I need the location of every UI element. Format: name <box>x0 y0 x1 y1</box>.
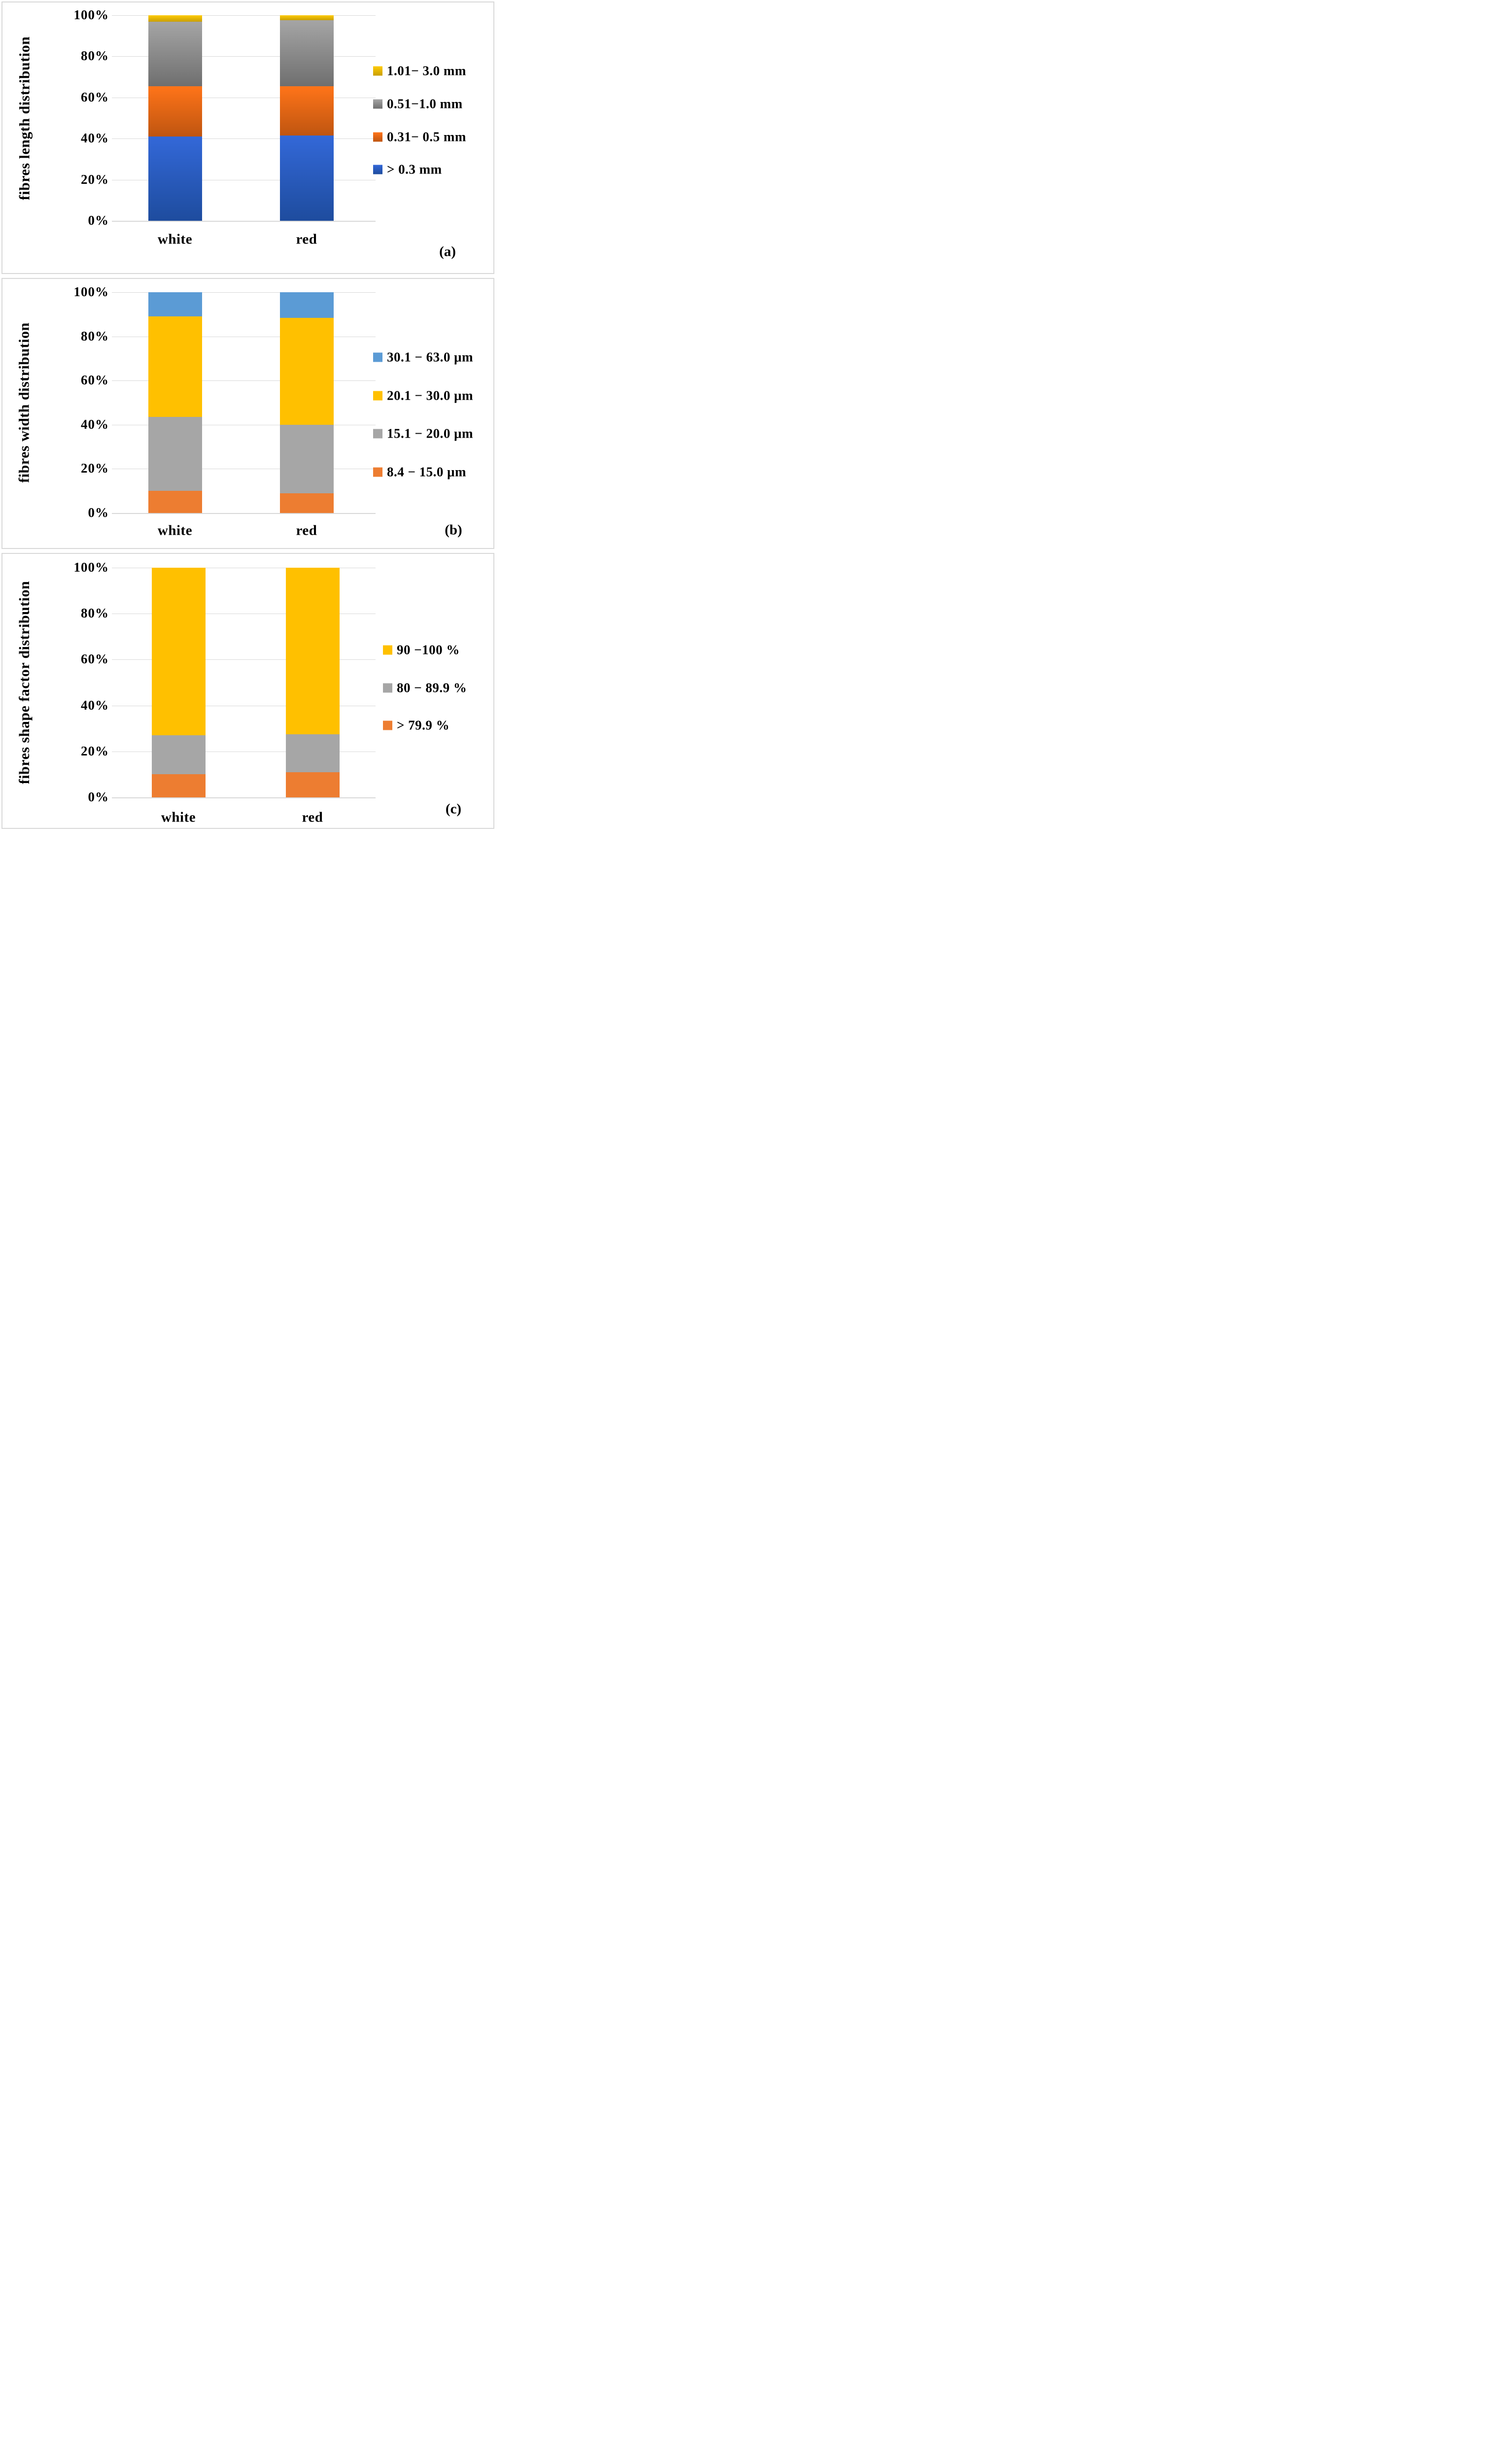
y-tick-label: 100% <box>73 7 109 22</box>
bar-segment-red-1 <box>279 86 334 136</box>
bar-segment-white-0 <box>148 491 202 513</box>
legend-label: 0.31− 0.5 mm <box>387 129 466 144</box>
legend-swatch <box>373 391 382 401</box>
x-category-label-red: red <box>296 231 317 247</box>
legend-swatch <box>373 132 382 142</box>
bar-segment-white-2 <box>148 316 202 417</box>
y-tick-label: 60% <box>81 89 109 104</box>
y-tick-label: 40% <box>81 416 109 432</box>
panel-letter-b: (b) <box>445 522 462 538</box>
bar-segment-white-2 <box>151 568 206 736</box>
bar-segment-white-3 <box>148 292 202 317</box>
bar-segment-white-1 <box>151 735 206 775</box>
gridline-0% <box>112 513 376 514</box>
gridline-0% <box>112 221 376 222</box>
bar-segment-red-2 <box>279 20 334 86</box>
bar-segment-white-1 <box>148 86 202 137</box>
gridline-60% <box>112 659 376 660</box>
gridline-0% <box>112 797 376 798</box>
legend-swatch <box>373 99 382 109</box>
bar-segment-red-1 <box>285 734 340 772</box>
panel-letter-a: (a) <box>439 243 456 260</box>
plot-area: 100% 80% 60% 40% 20% 0% white red 30.1 − 63.0 μm… <box>2 279 493 548</box>
y-tick-label: 80% <box>81 606 109 621</box>
x-category-label-red: red <box>302 809 323 825</box>
y-tick-label: 60% <box>81 373 109 388</box>
gridline-80% <box>112 56 376 57</box>
legend-label: > 0.3 mm <box>387 162 442 177</box>
legend-swatch <box>373 66 382 76</box>
legend-item: 80 − 89.9 % <box>383 680 467 695</box>
y-tick-label: 100% <box>73 284 109 299</box>
y-tick-label: 20% <box>81 743 109 758</box>
x-category-label-white: white <box>157 522 193 539</box>
bar-segment-white-1 <box>148 417 202 491</box>
legend-item: 0.31− 0.5 mm <box>373 129 466 144</box>
chart-panel-a: fibres length distribution 100% 80% 60% 40%… <box>1 1 494 274</box>
legend-label: 1.01− 3.0 mm <box>387 63 466 78</box>
bar-segment-white-0 <box>151 774 206 797</box>
bar-segment-white-0 <box>148 137 202 221</box>
chart-panel-b: fibres width distribution 100% 80% 60% 40% 2… <box>1 278 494 549</box>
legend-label: 80 − 89.9 % <box>397 680 467 695</box>
y-tick-label: 0% <box>88 789 109 804</box>
y-tick-label: 60% <box>81 651 109 667</box>
y-tick-label: 40% <box>81 697 109 713</box>
legend-swatch <box>373 165 382 174</box>
legend-label: 90 −100 % <box>397 642 460 657</box>
bar-segment-red-0 <box>279 135 334 221</box>
legend-label: 8.4 − 15.0 μm <box>387 464 466 479</box>
y-tick-label: 80% <box>81 328 109 343</box>
panel-letter-c: (c) <box>445 801 462 817</box>
bar-segment-red-0 <box>279 493 334 513</box>
y-tick-label: 100% <box>73 559 109 575</box>
gridline-100% <box>112 15 376 16</box>
legend-item: > 0.3 mm <box>373 162 442 177</box>
legend-label: 15.1 − 20.0 μm <box>387 426 473 441</box>
legend-swatch <box>383 645 392 655</box>
legend-label: 20.1 − 30.0 μm <box>387 388 473 403</box>
legend-swatch <box>383 683 392 692</box>
legend-item: 20.1 − 30.0 μm <box>373 388 473 403</box>
bar-segment-red-2 <box>279 317 334 425</box>
bar-segment-red-3 <box>279 292 334 318</box>
gridline-40% <box>112 138 376 139</box>
y-tick-label: 80% <box>81 48 109 64</box>
chart-panel-c: fibres shape factor distribution 100% 80%… <box>1 553 494 829</box>
bar-segment-white-2 <box>148 21 202 86</box>
legend-label: > 79.9 % <box>397 718 450 733</box>
bar-segment-red-3 <box>279 15 334 21</box>
y-tick-label: 0% <box>88 505 109 520</box>
legend-item: > 79.9 % <box>383 718 450 733</box>
y-tick-label: 40% <box>81 131 109 146</box>
legend-item: 8.4 − 15.0 μm <box>373 464 466 479</box>
legend-item: 15.1 − 20.0 μm <box>373 426 473 442</box>
x-category-label-red: red <box>296 522 317 539</box>
legend-swatch <box>373 429 382 439</box>
y-tick-label: 20% <box>81 461 109 476</box>
legend-item: 0.51−1.0 mm <box>373 96 463 111</box>
plot-area: 100% 80% 60% 40% 20% 0% white red 1.01− 3.0 mm 0.… <box>2 2 493 273</box>
gridline-60% <box>112 380 376 381</box>
plot-area: 100% 80% 60% 40% 20% 0% white red 90 −100 % 80 − … <box>2 554 493 828</box>
x-category-label-white: white <box>161 809 196 825</box>
legend-item: 90 −100 % <box>383 643 460 658</box>
y-tick-label: 20% <box>81 171 109 187</box>
x-category-label-white: white <box>157 231 193 247</box>
legend-swatch <box>383 720 392 730</box>
legend-item: 30.1 − 63.0 μm <box>373 350 473 365</box>
legend-swatch <box>373 467 382 477</box>
bar-segment-white-3 <box>148 15 202 22</box>
y-tick-label: 0% <box>88 212 109 228</box>
legend-label: 0.51−1.0 mm <box>387 96 463 111</box>
legend-label: 30.1 − 63.0 μm <box>387 349 473 365</box>
bar-segment-red-0 <box>285 772 340 797</box>
legend-swatch <box>373 352 382 362</box>
bar-segment-red-1 <box>279 424 334 493</box>
gridline-100% <box>112 292 376 293</box>
bar-segment-red-2 <box>285 568 340 734</box>
legend-item: 1.01− 3.0 mm <box>373 64 466 79</box>
